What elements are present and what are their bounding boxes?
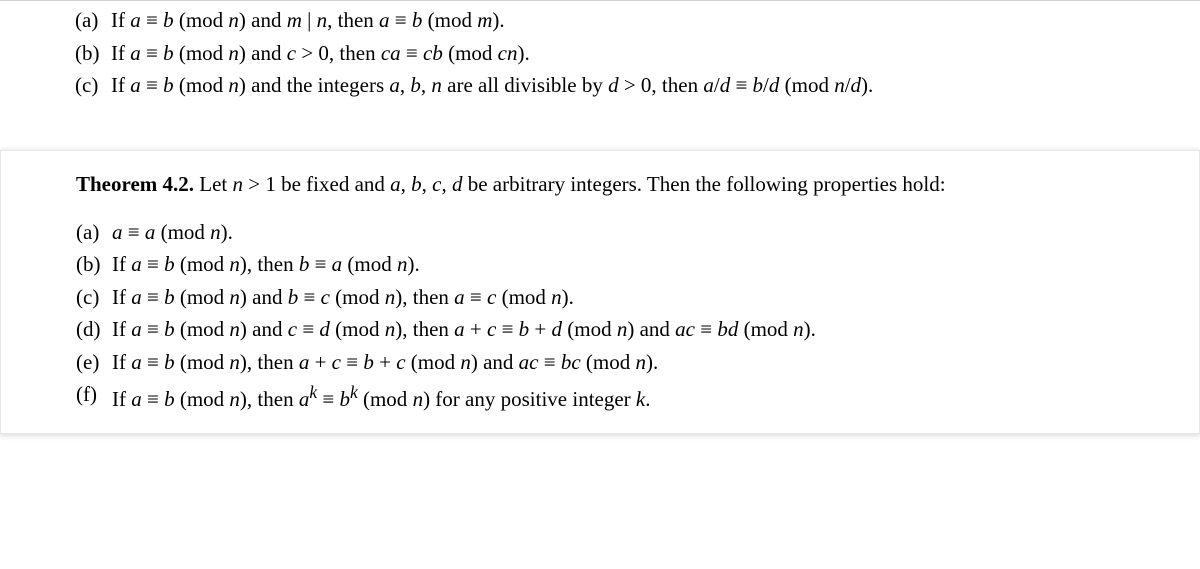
item-content: If a ≡ b (mod n), then a + c ≡ b + c (mo… [112,347,1139,379]
theorem-block: Theorem 4.2. Let n > 1 be fixed and a, b… [0,150,1200,434]
item-content: If a ≡ b (mod n), then ak ≡ bk (mod n) f… [112,379,1139,416]
theorem-title: Theorem 4.2. [76,172,194,196]
list-item: (a)a ≡ a (mod n). [76,217,1139,249]
item-label: (a) [75,5,111,37]
upper-properties-block: (a)If a ≡ b (mod n) and m | n, then a ≡ … [0,0,1200,122]
list-item: (c)If a ≡ b (mod n) and the integers a, … [75,70,1140,102]
list-item: (a)If a ≡ b (mod n) and m | n, then a ≡ … [75,5,1140,37]
item-content: If a ≡ b (mod n) and c > 0, then ca ≡ cb… [111,38,1140,70]
item-content: If a ≡ b (mod n) and m | n, then a ≡ b (… [111,5,1140,37]
item-label: (c) [75,70,111,102]
list-item: (d)If a ≡ b (mod n) and c ≡ d (mod n), t… [76,314,1139,346]
item-label: (f) [76,379,112,411]
item-label: (b) [75,38,111,70]
item-label: (b) [76,249,112,281]
item-content: If a ≡ b (mod n), then b ≡ a (mod n). [112,249,1139,281]
list-item: (b)If a ≡ b (mod n), then b ≡ a (mod n). [76,249,1139,281]
item-label: (e) [76,347,112,379]
item-content: If a ≡ b (mod n) and the integers a, b, … [111,70,1140,102]
item-content: If a ≡ b (mod n) and c ≡ d (mod n), then… [112,314,1139,346]
item-label: (a) [76,217,112,249]
item-label: (d) [76,314,112,346]
list-item: (b)If a ≡ b (mod n) and c > 0, then ca ≡… [75,38,1140,70]
theorem-intro-text: Let n > 1 be fixed and a, b, c, d be arb… [199,172,945,196]
theorem-intro: Theorem 4.2. Let n > 1 be fixed and a, b… [76,169,1139,199]
list-item: (f)If a ≡ b (mod n), then ak ≡ bk (mod n… [76,379,1139,416]
item-content: a ≡ a (mod n). [112,217,1139,249]
theorem-properties-list: (a)a ≡ a (mod n).(b)If a ≡ b (mod n), th… [76,217,1139,416]
list-item: (e)If a ≡ b (mod n), then a + c ≡ b + c … [76,347,1139,379]
upper-properties-list: (a)If a ≡ b (mod n) and m | n, then a ≡ … [75,5,1140,102]
list-item: (c)If a ≡ b (mod n) and b ≡ c (mod n), t… [76,282,1139,314]
item-label: (c) [76,282,112,314]
item-content: If a ≡ b (mod n) and b ≡ c (mod n), then… [112,282,1139,314]
cutoff-text-row [75,104,1140,120]
